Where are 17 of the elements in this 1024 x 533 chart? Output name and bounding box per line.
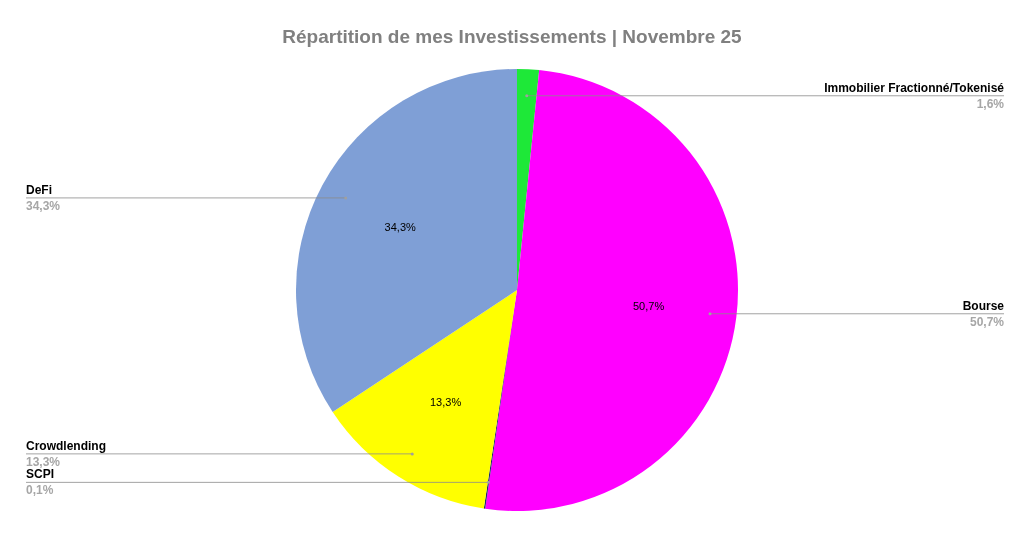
data-label: 0,1% xyxy=(26,483,54,498)
pie-slice xyxy=(332,290,517,509)
slice-label: Crowdlending xyxy=(26,438,106,453)
slice-label: Immobilier Fractionné/Tokenisé xyxy=(824,80,1005,95)
slice-label: SCPI xyxy=(26,467,55,482)
chart-title: Répartition de mes Investissements | Novembre 25 xyxy=(281,26,743,48)
data-label: 34,3% xyxy=(26,198,61,213)
text: 34,3% xyxy=(384,221,416,234)
text: 50,7% xyxy=(633,300,665,313)
slice-label: DeFi xyxy=(26,182,53,197)
text: 13,3% xyxy=(430,395,462,408)
slice-label: Bourse xyxy=(962,298,1005,313)
data-label: 13,3% xyxy=(26,454,61,469)
data-label: 1,6% xyxy=(976,96,1005,111)
data-label: 50,7% xyxy=(969,314,1005,329)
pie-slice xyxy=(485,70,738,511)
pie-slice xyxy=(296,69,517,412)
